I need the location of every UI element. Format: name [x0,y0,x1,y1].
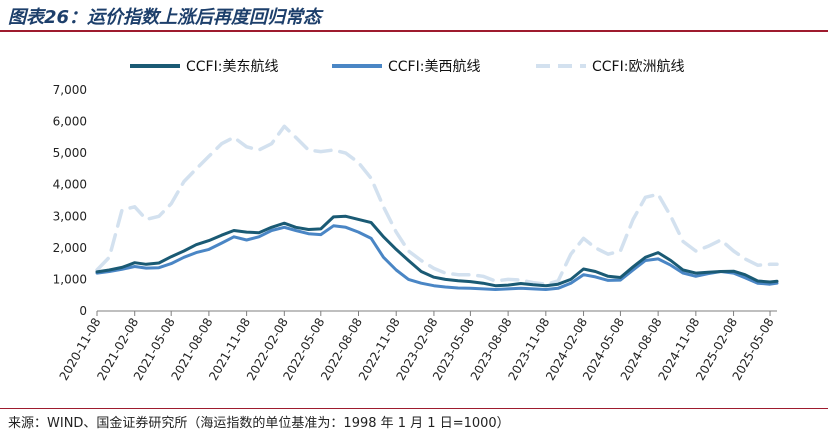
line-chart: CCFI:美东航线 CCFI:美西航线 CCFI:欧洲航线 0 1,000 2,000 3,… [53,59,779,383]
title-rule [0,30,828,32]
legend-label-2: CCFI:欧洲航线 [592,59,684,75]
y-tick-label: 2,000 [53,241,87,255]
series-line-0 [95,214,779,288]
y-tick-label: 6,000 [53,115,87,129]
source-rule [0,408,828,409]
y-tick-label: 3,000 [53,209,87,223]
legend-label-0: CCFI:美东航线 [186,59,278,75]
y-tick-label: 5,000 [53,146,87,160]
figure-title: 图表26：运价指数上涨后再度回归常态 [8,7,322,28]
y-tick-label: 0 [79,304,87,318]
series-line-2 [95,124,779,286]
source-note: 来源：WIND、国金证券研究所（海运指数的单位基准为：1998 年 1 月 1 … [8,416,510,431]
y-tick-label: 1,000 [53,272,87,286]
series-line-1 [95,224,779,291]
y-tick-label: 7,000 [53,83,87,97]
y-tick-label: 4,000 [53,178,87,192]
legend-label-1: CCFI:美西航线 [388,59,480,75]
